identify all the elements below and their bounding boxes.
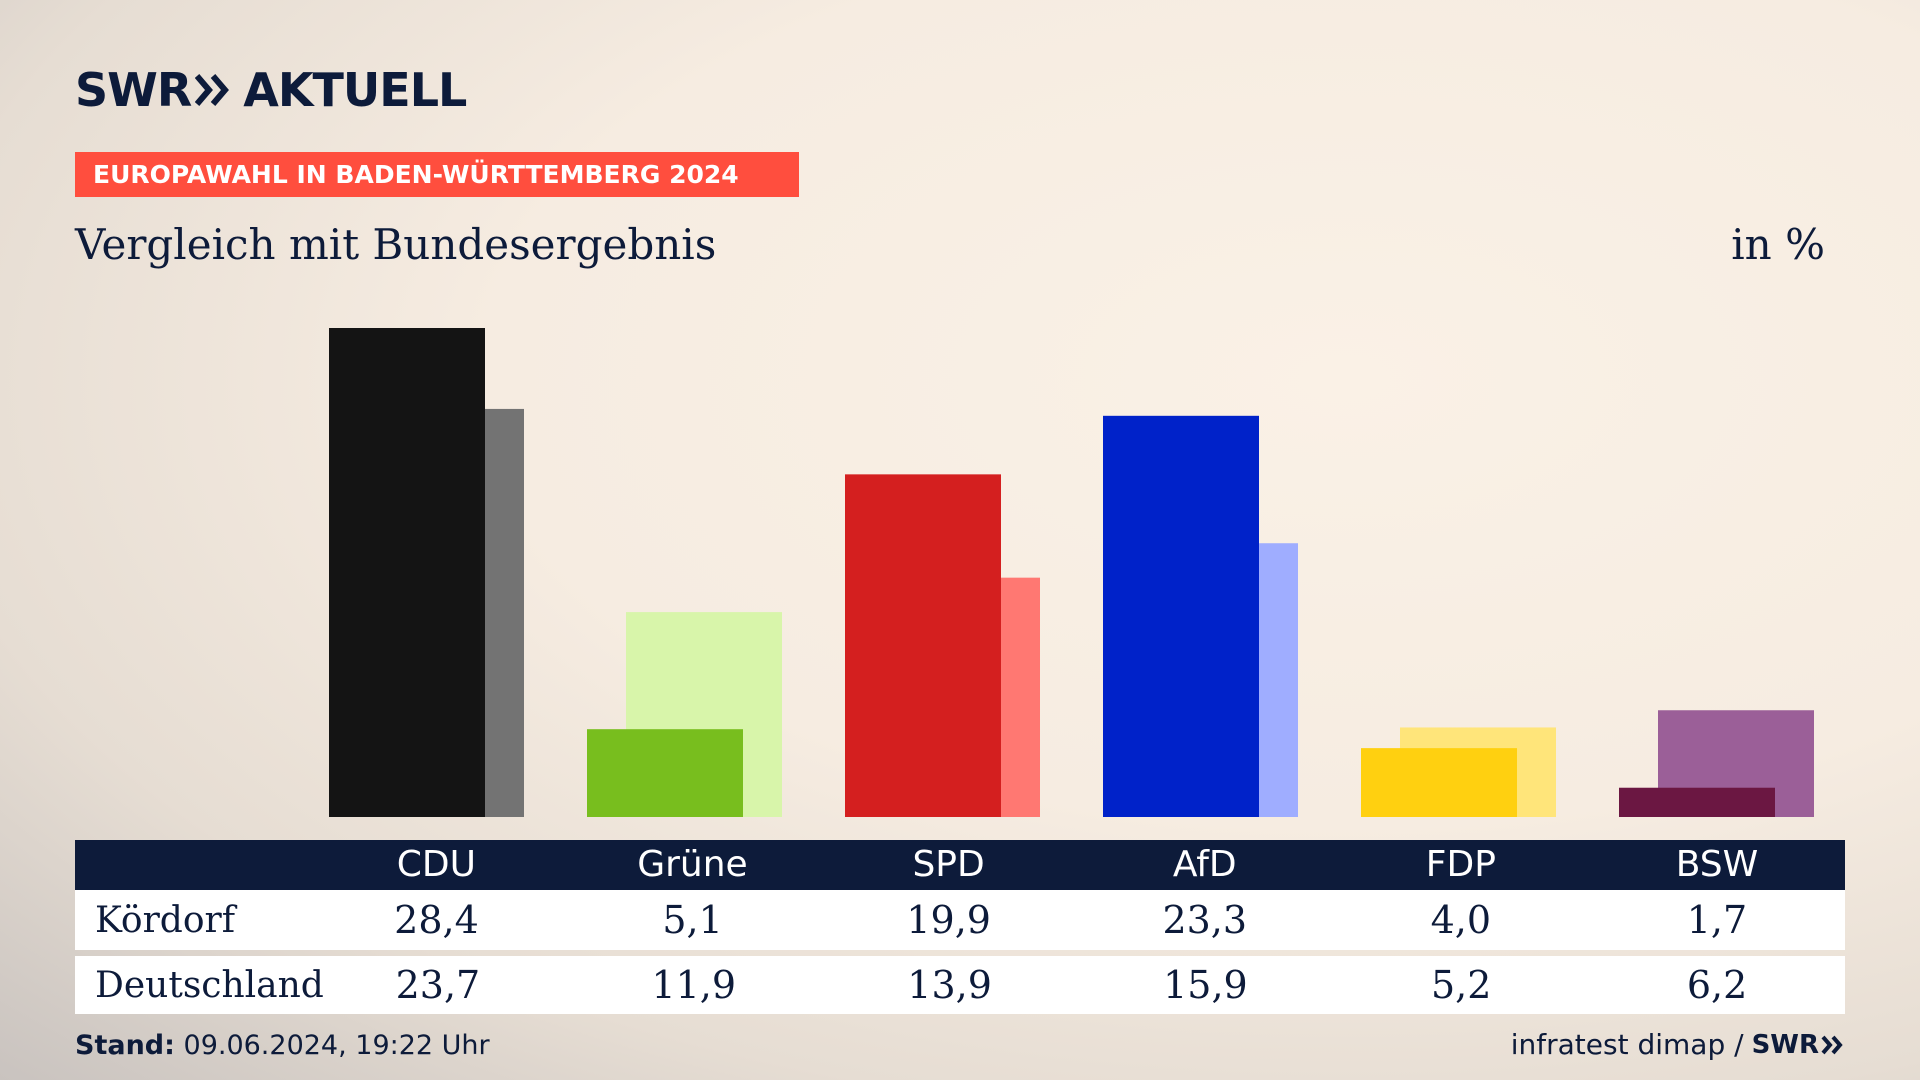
value-local-afd: 23,3 xyxy=(1162,898,1248,942)
bar-chart xyxy=(329,328,1814,817)
header-party-gruene: Grüne xyxy=(637,844,748,885)
header-party-fdp: FDP xyxy=(1425,844,1496,885)
value-local-cdu: 28,4 xyxy=(394,898,479,942)
value-local-spd: 19,9 xyxy=(906,898,991,942)
bar-local-bsw xyxy=(1619,787,1775,817)
value-national-spd: 13,9 xyxy=(907,963,992,1007)
value-national-bsw: 6,2 xyxy=(1686,963,1748,1007)
table-row-national: Deutschland 23,7 11,9 13,9 15,9 5,2 6,2 xyxy=(75,956,1845,1014)
logo-aktuell-text: AKTUELL xyxy=(243,63,467,117)
value-local-bsw: 1,7 xyxy=(1686,898,1748,942)
header-party-spd: SPD xyxy=(912,844,985,885)
swr-small-logo: SWR xyxy=(1751,1029,1819,1060)
value-local-fdp: 4,0 xyxy=(1430,898,1492,942)
row-label-national: Deutschland xyxy=(95,964,324,1006)
source-text: infratest dimap / xyxy=(1510,1028,1744,1061)
bar-local-cdu xyxy=(329,328,485,817)
bar-local-fdp xyxy=(1361,748,1517,817)
unit-label: in % xyxy=(1731,220,1825,269)
header-party-afd: AfD xyxy=(1172,844,1237,885)
value-local-gruene: 5,1 xyxy=(662,898,723,942)
row-label-local: Kördorf xyxy=(95,899,236,941)
value-national-afd: 15,9 xyxy=(1163,963,1248,1007)
bar-local-afd xyxy=(1103,415,1259,817)
bar-local-gruene xyxy=(587,729,743,817)
timestamp: Stand: 09.06.2024, 19:22 Uhr xyxy=(75,1030,490,1061)
stand-label: Stand: xyxy=(75,1030,175,1061)
source-credit: infratest dimap / SWR xyxy=(1511,1028,1845,1061)
table-header: CDU Grüne SPD AfD FDP BSW xyxy=(75,840,1845,890)
value-national-gruene: 11,9 xyxy=(651,963,737,1007)
header-party-cdu: CDU xyxy=(396,844,476,885)
header-party-bsw: BSW xyxy=(1675,844,1759,885)
chevrons-icon xyxy=(195,74,230,106)
swr-aktuell-logo: SWR AKTUELL xyxy=(75,63,467,117)
results-table: CDU Grüne SPD AfD FDP BSW Kördorf 28,4 5… xyxy=(75,840,1845,1014)
value-national-cdu: 23,7 xyxy=(395,963,481,1007)
stand-value: 09.06.2024, 19:22 Uhr xyxy=(183,1030,490,1061)
value-national-fdp: 5,2 xyxy=(1431,963,1492,1007)
header-empty-cell xyxy=(75,840,308,890)
logo-swr-text: SWR xyxy=(75,63,192,117)
election-tag: EUROPAWAHL IN BADEN-WÜRTTEMBERG 2024 xyxy=(75,152,799,197)
bar-local-spd xyxy=(845,474,1001,817)
chart-subtitle: Vergleich mit Bundesergebnis xyxy=(75,220,717,269)
table-row-local: Kördorf 28,4 5,1 19,9 23,3 4,0 1,7 xyxy=(75,890,1845,950)
small-chevrons-icon xyxy=(1821,1035,1843,1054)
